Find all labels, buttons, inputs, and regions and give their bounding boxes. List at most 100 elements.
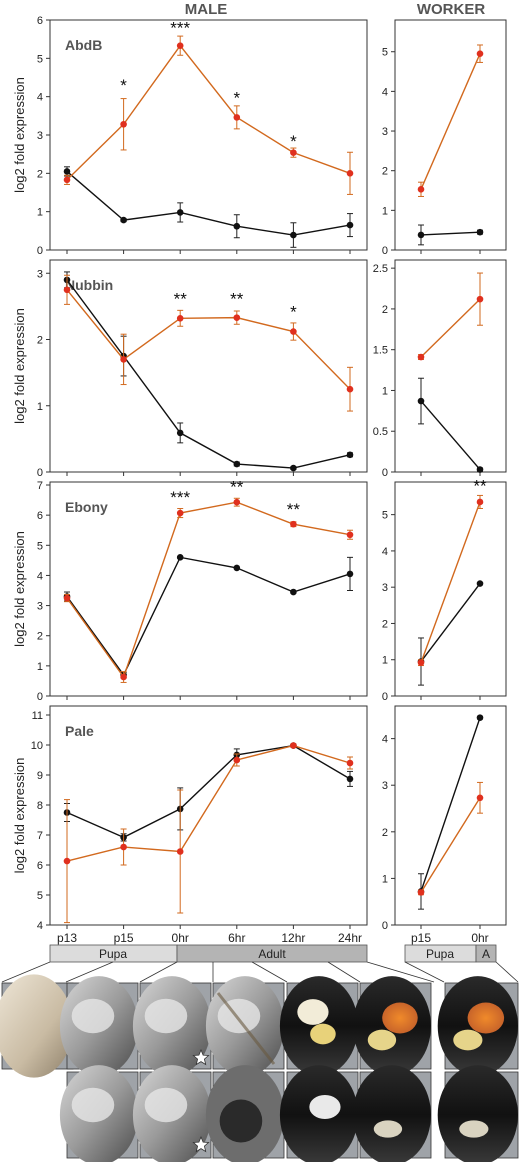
data-point-black	[476, 228, 484, 236]
chart-worker-0: 0 1 2 3 4 5	[382, 19, 507, 257]
y-tick-label: 2	[382, 827, 388, 839]
data-point-red	[417, 186, 425, 193]
data-point-red	[63, 857, 71, 865]
data-point-red	[63, 594, 71, 602]
data-point-red	[346, 385, 354, 393]
bee-photo-male-bottom-5	[352, 1065, 432, 1162]
series-line-black	[420, 400, 481, 471]
data-point-black	[417, 397, 425, 405]
data-point-red	[476, 295, 484, 303]
series-line-red	[66, 744, 351, 862]
data-point-black	[346, 451, 354, 459]
stage-adult-label: Adult	[258, 947, 286, 961]
data-point-black	[63, 168, 71, 175]
x-tick-label: p15	[114, 931, 134, 945]
data-point-black	[476, 466, 484, 473]
y-tick-label: 2	[37, 335, 43, 347]
y-tick-label: 2.5	[373, 263, 388, 275]
plot-frame	[394, 259, 507, 473]
data-point-red	[417, 353, 425, 361]
x-tick-label: p13	[57, 931, 77, 945]
data-point-black	[417, 231, 425, 239]
y-tick-label: 4	[382, 86, 388, 98]
gene-title: Nubbin	[65, 277, 113, 293]
series-line-red	[66, 289, 351, 390]
stage-bar-worker: Pupa A	[404, 944, 497, 963]
y-tick-label: 6	[37, 15, 43, 27]
y-tick-label: 1	[37, 207, 43, 219]
y-tick-label: 1	[37, 401, 43, 413]
plot-frame	[394, 481, 507, 697]
data-point-red	[417, 659, 425, 666]
worker-stage-pupa-label: Pupa	[426, 947, 454, 961]
data-point-red	[290, 742, 297, 749]
x-tick-label: 0hr	[172, 931, 189, 945]
gene-title: AbdB	[65, 37, 102, 53]
stage-adult-segment	[176, 944, 368, 963]
bee-photo-worker-top	[437, 976, 519, 1076]
data-point-red	[346, 170, 354, 177]
y-tick-label: 0	[37, 691, 43, 703]
series-line-black	[420, 717, 481, 892]
plot-frame	[49, 259, 368, 473]
y-tick-label: 0	[382, 245, 388, 257]
data-point-red	[476, 498, 484, 506]
bee-photo-male-bottom-3	[205, 1065, 285, 1162]
y-axis-label: log2 fold expression	[12, 308, 27, 424]
y-tick-label: 7	[37, 480, 43, 492]
y-tick-label: 5	[382, 510, 388, 522]
y-tick-label: 3	[382, 780, 388, 792]
data-point-black	[176, 429, 184, 437]
worker-stage-adult-segment	[475, 944, 497, 963]
data-point-red	[120, 356, 127, 363]
y-tick-label: 4	[37, 920, 43, 932]
data-point-black	[233, 460, 241, 468]
data-point-black	[120, 216, 127, 224]
y-tick-label: 5	[37, 890, 43, 902]
y-tick-label: 5	[382, 47, 388, 59]
series-line-red	[420, 298, 481, 358]
data-point-black	[290, 231, 297, 239]
significance-label: **	[287, 500, 301, 519]
y-tick-label: 5	[37, 540, 43, 552]
star-icon	[192, 1135, 210, 1153]
data-point-red	[63, 286, 71, 294]
y-tick-label: 6	[37, 510, 43, 522]
data-point-red	[176, 509, 184, 517]
y-tick-label: 9	[37, 770, 43, 782]
chart-worker-1: 0 0.5 1 1.5 2 2.5	[373, 259, 507, 479]
series-line-black	[420, 583, 481, 662]
y-tick-label: 11	[32, 710, 43, 722]
series-line-black	[66, 170, 351, 236]
plot-frame	[49, 19, 368, 251]
y-tick-label: 1.5	[373, 345, 388, 357]
series-line-black	[66, 556, 351, 677]
data-point-red	[120, 673, 127, 681]
data-point-red	[176, 848, 184, 855]
worker-header: WORKER	[417, 1, 485, 18]
y-tick-label: 3	[37, 268, 43, 280]
plot-frame	[49, 705, 368, 926]
y-tick-label: 2	[37, 168, 43, 180]
series-line-red	[420, 501, 481, 663]
bee-photo-male-top-2	[59, 976, 139, 1076]
significance-label: *	[290, 132, 297, 151]
data-point-red	[290, 328, 297, 335]
series-line-black	[66, 744, 351, 839]
data-point-red	[63, 176, 71, 184]
data-point-red	[290, 149, 297, 156]
y-tick-label: 2	[37, 631, 43, 643]
x-tick-label: 24hr	[338, 931, 362, 945]
data-point-red	[233, 756, 241, 764]
y-tick-label: 3	[37, 130, 43, 142]
y-tick-label: 2	[382, 618, 388, 630]
y-tick-label: 7	[37, 830, 43, 842]
photo-connectors	[1, 961, 519, 983]
significance-label: *	[290, 303, 297, 322]
series-line-red	[420, 53, 481, 190]
y-tick-label: 8	[37, 800, 43, 812]
series-line-red	[66, 44, 351, 181]
